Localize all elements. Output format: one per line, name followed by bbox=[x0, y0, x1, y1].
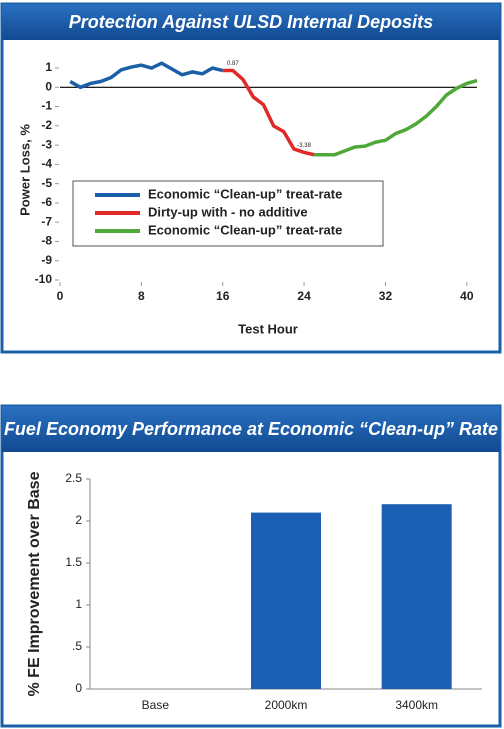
y-tick-label: 2 bbox=[75, 513, 82, 527]
card bbox=[0, 2, 502, 354]
x-tick-label: 2000km bbox=[265, 698, 308, 712]
x-tick-label: 24 bbox=[297, 289, 311, 303]
series-line bbox=[314, 78, 478, 157]
chart-title: Protection Against ULSD Internal Deposit… bbox=[69, 12, 433, 32]
y-tick-label: -1 bbox=[41, 99, 52, 113]
bar bbox=[381, 504, 452, 689]
x-tick-label: 40 bbox=[460, 289, 474, 303]
card-header bbox=[2, 406, 500, 452]
y-tick-label: -7 bbox=[41, 214, 52, 228]
series-line bbox=[222, 68, 315, 157]
x-tick-label: 32 bbox=[379, 289, 393, 303]
y-tick-label: 0 bbox=[45, 79, 52, 93]
y-tick-label: 1 bbox=[45, 60, 52, 74]
y-tick-label: -3 bbox=[41, 137, 52, 151]
x-tick-label: 16 bbox=[216, 289, 230, 303]
x-tick-label: 0 bbox=[57, 289, 64, 303]
x-axis-title: Test Hour bbox=[238, 321, 298, 336]
y-tick-label: 1.5 bbox=[65, 555, 82, 569]
y-tick-label: .5 bbox=[72, 639, 82, 653]
y-tick-label: 2.5 bbox=[65, 471, 82, 485]
y-tick-label: 1 bbox=[75, 597, 82, 611]
legend-label: Dirty-up with - no additive bbox=[148, 204, 308, 219]
y-axis-title: % FE Improvement over Base bbox=[26, 471, 43, 696]
annotation: 0.87 bbox=[227, 61, 239, 67]
card-header bbox=[2, 4, 500, 40]
y-axis-title: Power Loss, % bbox=[17, 124, 32, 216]
bar bbox=[251, 512, 321, 689]
x-tick-label: Base bbox=[142, 698, 170, 712]
x-tick-label: 3400km bbox=[395, 698, 438, 712]
legend-label: Economic “Clean-up” treat-rate bbox=[148, 222, 342, 237]
y-tick-label: -8 bbox=[41, 234, 52, 248]
y-tick-label: -2 bbox=[41, 118, 52, 132]
x-tick-label: 8 bbox=[138, 289, 145, 303]
y-tick-label: -9 bbox=[41, 253, 52, 267]
legend-label: Economic “Clean-up” treat-rate bbox=[148, 186, 342, 201]
series-line bbox=[69, 61, 224, 90]
y-tick-label: -6 bbox=[41, 195, 52, 209]
y-tick-label: -4 bbox=[41, 157, 52, 171]
annotation: -3.38 bbox=[297, 143, 311, 149]
y-tick-label: -5 bbox=[41, 176, 52, 190]
chart-title: Fuel Economy Performance at Economic “Cl… bbox=[4, 419, 498, 439]
y-tick-label: -10 bbox=[35, 272, 53, 286]
y-tick-label: 0 bbox=[75, 681, 82, 695]
